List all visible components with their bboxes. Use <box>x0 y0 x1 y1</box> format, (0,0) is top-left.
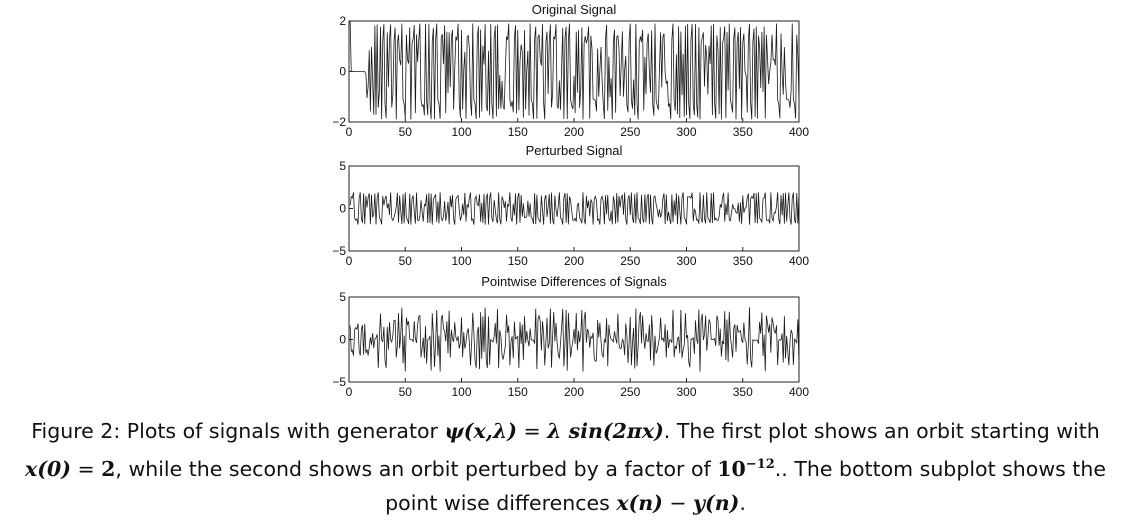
x-tick-label: 100 <box>451 125 471 139</box>
x-tick-label: 100 <box>451 254 471 268</box>
y-tick-label: 5 <box>339 290 346 304</box>
plot-title: Pointwise Differences of Signals <box>481 274 667 289</box>
x-tick-label: 150 <box>508 385 528 399</box>
caption-line-2: x(0) = 2, while the second shows an orbi… <box>25 456 1106 481</box>
y-tick-label: −2 <box>332 115 346 129</box>
figure: Original Signal 0 50 100 150 200 250 300 350 400… <box>332 2 809 399</box>
x-tick-label: 250 <box>620 385 640 399</box>
x-tick-label: 350 <box>733 385 753 399</box>
x-tick-label: 300 <box>676 125 696 139</box>
subplot-perturbed: Perturbed Signal 0 50 100 150 200 250 300 350 40… <box>332 143 809 268</box>
x-tick-label: 400 <box>789 385 809 399</box>
y-tick-label: 2 <box>339 14 346 28</box>
x-tick-label: 0 <box>346 125 353 139</box>
x-tick-label: 300 <box>676 385 696 399</box>
y-tick-label: −5 <box>332 375 346 389</box>
x-tick-label: 150 <box>508 125 528 139</box>
y-tick-label: 0 <box>339 65 346 79</box>
subplot-differences: Pointwise Differences of Signals 0 50 100 1… <box>332 274 809 399</box>
y-tick-label: −5 <box>332 244 346 258</box>
x-tick-label: 50 <box>399 254 413 268</box>
plot-title: Original Signal <box>532 2 617 17</box>
series-line <box>349 20 800 120</box>
y-tick-label: 0 <box>339 333 346 347</box>
x-tick-label: 50 <box>399 385 413 399</box>
x-tick-label: 250 <box>620 254 640 268</box>
caption-line-1: Figure 2: Plots of signals with generato… <box>31 419 1100 443</box>
figure-caption: Figure 2: Plots of signals with generato… <box>0 414 1131 520</box>
plot-title: Perturbed Signal <box>526 143 623 158</box>
x-tick-label: 400 <box>789 125 809 139</box>
x-tick-label: 0 <box>346 385 353 399</box>
x-tick-label: 350 <box>733 254 753 268</box>
axes-box <box>348 165 800 252</box>
subplot-original: Original Signal 0 50 100 150 200 250 300 350 400… <box>332 2 809 139</box>
x-tick-label: 200 <box>564 254 584 268</box>
x-tick-label: 250 <box>620 125 640 139</box>
y-tick-label: 0 <box>339 202 346 216</box>
x-tick-label: 0 <box>346 254 353 268</box>
y-tick-label: 5 <box>339 159 346 173</box>
x-tick-label: 200 <box>564 385 584 399</box>
x-tick-label: 350 <box>733 125 753 139</box>
x-tick-label: 150 <box>508 254 528 268</box>
x-tick-label: 300 <box>676 254 696 268</box>
series-line <box>349 192 800 225</box>
x-tick-label: 100 <box>451 385 471 399</box>
x-tick-label: 400 <box>789 254 809 268</box>
x-tick-label: 50 <box>399 125 413 139</box>
x-tick-label: 200 <box>564 125 584 139</box>
series-line <box>349 307 800 372</box>
caption-line-3: point wise differences x(n) − y(n). <box>385 490 746 515</box>
